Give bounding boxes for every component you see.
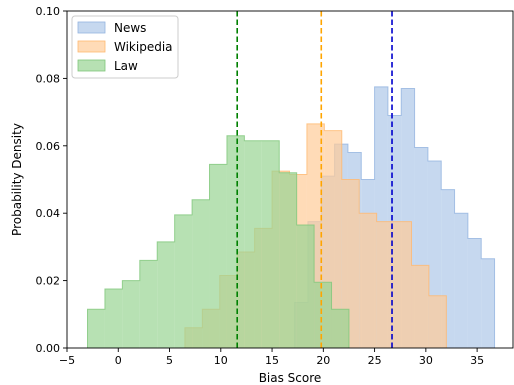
axes: −5 0 5 10 15 20 25 30 35 0.00 0.02 0.04 0.06 0.08 0.10 [36,5,514,367]
law-bar [244,140,262,348]
law-bar [296,224,315,348]
law-bar [139,260,158,348]
news-bar [454,213,468,348]
y-tick-label: 0.10 [36,5,61,18]
plot-frame [66,10,514,349]
histogram-bars [87,86,496,349]
y-tick-label: 0.00 [36,342,61,355]
law-bar [279,172,297,348]
wikipedia-bar [341,179,360,348]
law-bar [261,140,280,348]
x-tick-label: 0 [115,354,122,367]
wikipedia-legend-label: Wikipedia [114,40,173,54]
legend: News Wikipedia Law [71,15,179,79]
law-bar [174,214,193,348]
wikipedia-legend-swatch [77,40,106,53]
x-tick-label: 25 [368,354,382,367]
wikipedia-bar [376,221,395,348]
y-tick-label: 0.08 [36,72,61,85]
x-tick-label: 5 [166,354,173,367]
news-bar [467,238,482,348]
y-tick-label: 0.04 [36,207,61,220]
x-tick-label: 35 [470,354,484,367]
wikipedia-bar [359,213,377,348]
law-bar [226,135,245,348]
mean-lines [236,11,393,348]
law-bar [331,309,349,348]
law-bar [314,282,332,348]
law-outline [87,135,350,348]
x-tick-label: 10 [214,354,228,367]
news-legend-label: News [114,21,146,35]
law-bar [122,280,140,348]
y-axis-label: Probability Density [10,123,24,236]
series-law [87,135,350,348]
x-tick-label: 15 [265,354,279,367]
law-bar [192,199,210,348]
news-bar [481,258,495,348]
law-legend-swatch [77,59,106,72]
x-tick-label: −5 [59,354,75,367]
law-bar [209,164,227,348]
news-legend-swatch [77,21,106,34]
law-bar [104,289,123,348]
law-bar [87,309,105,348]
y-tick-label: 0.02 [36,275,61,288]
law-legend-label: Law [114,59,138,73]
wikipedia-bar [411,265,429,348]
law-bar [157,241,175,348]
x-tick-label: 20 [316,354,330,367]
x-tick-label: 30 [419,354,433,367]
y-tick-label: 0.06 [36,140,61,153]
x-axis-label: Bias Score [259,371,322,385]
wikipedia-bar [394,221,412,348]
wikipedia-bar [428,295,447,348]
